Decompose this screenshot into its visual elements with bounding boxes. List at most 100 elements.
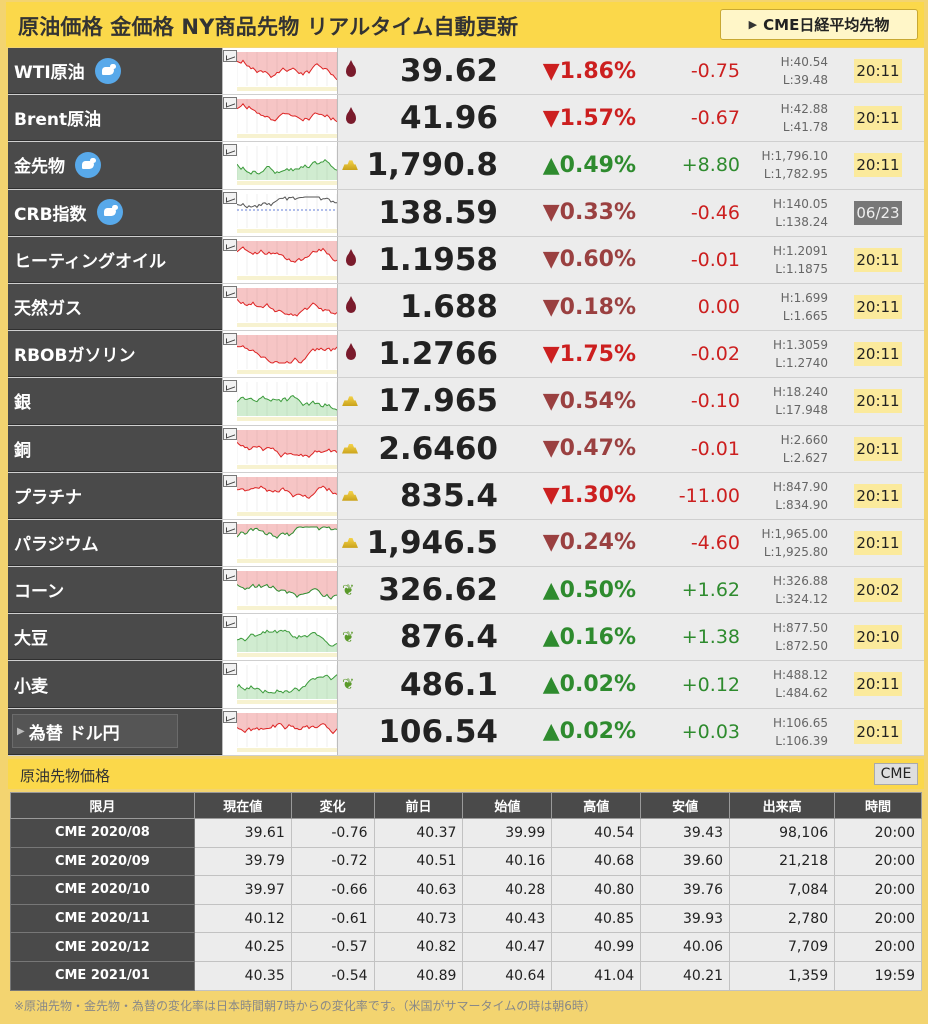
quote-name: 小麦	[14, 676, 48, 697]
futures-value-cell: 21,218	[729, 846, 836, 877]
mini-chart[interactable]	[222, 95, 338, 142]
quote-change-percent: ▲0.02%	[542, 672, 636, 698]
quote-name: ヒーティングオイル	[14, 251, 166, 272]
mini-chart[interactable]	[222, 142, 338, 189]
quote-name-cell: RBOBガソリン	[8, 331, 222, 378]
mini-chart[interactable]	[222, 614, 338, 661]
chart-zoom-icon[interactable]	[223, 616, 237, 629]
mini-chart[interactable]	[222, 708, 338, 755]
page-header: 原油価格 金価格 NY商品先物 リアルタイム自動更新 ▶ CME日経平均先物	[6, 2, 924, 47]
quote-name-cell: 金先物	[8, 142, 222, 189]
chart-zoom-icon[interactable]	[223, 474, 237, 487]
gold-bar-icon	[342, 156, 360, 174]
mini-chart[interactable]	[222, 236, 338, 283]
futures-value-cell: 7,709	[729, 932, 836, 962]
futures-header: 原油先物価格 CME	[8, 759, 924, 789]
mini-chart-plot	[237, 618, 337, 658]
quote-change-percent: ▼1.30%	[542, 483, 636, 509]
chart-zoom-icon[interactable]	[223, 521, 237, 534]
caret-right-icon: ▶	[17, 725, 25, 737]
quote-high: H:1,796.10	[761, 149, 828, 164]
quote-name: RBOBガソリン	[14, 346, 136, 367]
wheat-icon: ❦	[342, 628, 355, 647]
futures-column-header: 安値	[640, 792, 731, 819]
futures-value-cell: -0.76	[290, 818, 375, 848]
quote-row: ▶ 為替 ドル円 106.54 ▲0.02% +0.03 H:106.65 L:…	[8, 708, 924, 756]
mini-chart[interactable]	[222, 378, 338, 425]
mini-chart[interactable]	[222, 283, 338, 331]
mini-chart[interactable]	[222, 519, 338, 567]
twitter-icon[interactable]	[75, 151, 101, 178]
quote-high: H:42.88	[780, 102, 828, 117]
quote-name-cell: WTI原油	[8, 48, 222, 95]
chart-zoom-icon[interactable]	[223, 663, 237, 676]
cme-nikkei-button[interactable]: ▶ CME日経平均先物	[720, 9, 918, 40]
contract-month-cell: CME 2020/08	[10, 818, 195, 848]
futures-value-cell: 39.76	[640, 875, 731, 905]
fx-selector[interactable]: ▶ 為替 ドル円	[12, 714, 178, 749]
chart-zoom-icon[interactable]	[223, 238, 237, 251]
mini-chart-plot	[237, 523, 337, 563]
quote-high: H:847.90	[772, 479, 828, 494]
mini-chart[interactable]	[222, 189, 338, 236]
chart-zoom-icon[interactable]	[223, 285, 237, 298]
chart-zoom-icon[interactable]	[223, 97, 237, 110]
quote-name: Brent原油	[14, 110, 102, 131]
quote-time: 20:11	[854, 59, 902, 83]
twitter-icon[interactable]	[94, 57, 121, 84]
mini-chart[interactable]	[222, 567, 338, 614]
futures-column-header: 限月	[10, 792, 195, 819]
mini-chart[interactable]	[222, 661, 338, 708]
cme-button[interactable]: CME	[874, 763, 918, 785]
contract-month-cell: CME 2020/10	[10, 875, 195, 905]
chart-zoom-icon[interactable]	[223, 144, 237, 157]
quote-low: L:1.1875	[775, 261, 828, 276]
futures-value-cell: 20:00	[834, 932, 922, 962]
chart-zoom-icon[interactable]	[223, 333, 237, 346]
quote-change-percent: ▲0.02%	[542, 719, 636, 745]
quote-time: 20:02	[854, 578, 902, 603]
futures-value-cell: 20:00	[834, 846, 922, 877]
oil-drop-icon	[342, 343, 360, 363]
mini-chart-plot	[237, 712, 337, 752]
chart-zoom-icon[interactable]	[223, 710, 237, 723]
chart-zoom-icon[interactable]	[223, 427, 237, 440]
futures-value-cell: 39.79	[193, 846, 292, 877]
futures-value-cell: 40.68	[551, 846, 642, 877]
wheat-icon: ❦	[342, 581, 355, 600]
quote-price: 2.6460	[378, 430, 498, 467]
quote-time: 20:11	[854, 342, 902, 367]
futures-value-cell: 40.99	[551, 932, 642, 962]
mini-chart-plot	[237, 146, 337, 186]
quote-high-low: H:877.50 L:872.50	[760, 619, 828, 655]
quote-low: L:2.627	[782, 450, 828, 465]
mini-chart[interactable]	[222, 472, 338, 519]
quote-name-cell: CRB指数	[8, 189, 222, 236]
wheat-icon: ❦	[342, 675, 355, 694]
mini-chart-plot	[237, 99, 337, 139]
chart-zoom-icon[interactable]	[223, 380, 237, 393]
quote-change: -11.00	[678, 484, 740, 507]
quote-high: H:326.88	[772, 574, 828, 589]
quote-change-percent: ▲0.49%	[542, 152, 636, 178]
quote-low: L:484.62	[775, 686, 828, 701]
quote-time: 20:11	[854, 247, 902, 272]
futures-value-cell: 19:59	[834, 960, 922, 991]
chart-zoom-icon[interactable]	[223, 569, 237, 582]
quote-row: WTI原油 39.62 ▼1.86% -0.75 H:40.54 L:39.48…	[8, 48, 924, 96]
mini-chart[interactable]	[222, 331, 338, 378]
quote-change: -4.60	[690, 531, 740, 554]
quote-high-low: H:326.88 L:324.12	[760, 572, 828, 608]
quote-low: L:106.39	[775, 733, 828, 748]
mini-chart-plot	[237, 665, 337, 705]
futures-value-cell: 40.51	[373, 846, 464, 877]
mini-chart[interactable]	[222, 425, 338, 472]
chart-zoom-icon[interactable]	[223, 191, 237, 204]
quote-change-percent: ▼0.24%	[542, 530, 636, 556]
quote-high: H:488.12	[772, 668, 828, 683]
quote-change-percent: ▲0.50%	[542, 577, 636, 603]
mini-chart[interactable]	[222, 48, 338, 95]
quote-row: 銅 2.6460 ▼0.47% -0.01 H:2.660 L:2.627 20…	[8, 425, 924, 473]
chart-zoom-icon[interactable]	[223, 50, 237, 62]
twitter-icon[interactable]	[96, 199, 123, 226]
